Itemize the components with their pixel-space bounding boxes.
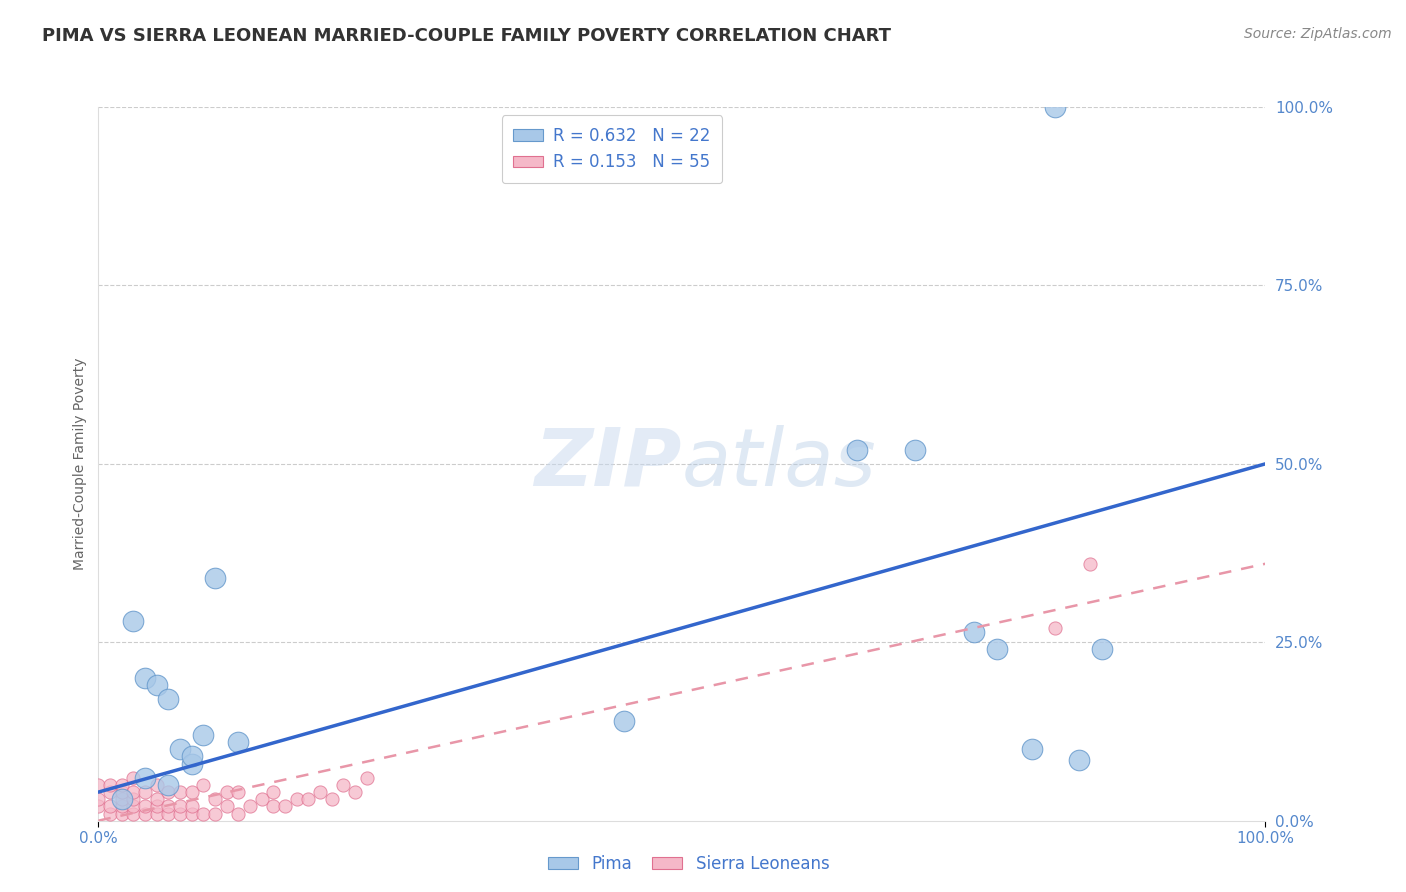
Point	[239, 799, 262, 814]
Point	[146, 799, 169, 814]
Point	[193, 728, 215, 742]
Point	[111, 778, 134, 792]
Point	[344, 785, 367, 799]
Point	[262, 785, 284, 799]
Point	[204, 792, 226, 806]
Point	[157, 799, 180, 814]
Point	[193, 778, 215, 792]
Point	[1021, 742, 1043, 756]
Point	[169, 806, 191, 821]
Point	[1045, 100, 1067, 114]
Point	[180, 799, 202, 814]
Point	[215, 799, 238, 814]
Point	[262, 799, 284, 814]
Point	[87, 778, 110, 792]
Point	[180, 749, 202, 764]
Text: atlas: atlas	[682, 425, 877, 503]
Point	[146, 778, 169, 792]
Point	[157, 806, 180, 821]
Point	[122, 771, 145, 785]
Point	[146, 806, 169, 821]
Point	[122, 792, 145, 806]
Point	[111, 799, 134, 814]
Point	[297, 792, 319, 806]
Point	[146, 678, 169, 692]
Point	[285, 792, 308, 806]
Point	[98, 785, 121, 799]
Point	[250, 792, 273, 806]
Point	[111, 792, 134, 806]
Point	[169, 785, 191, 799]
Point	[309, 785, 332, 799]
Text: PIMA VS SIERRA LEONEAN MARRIED-COUPLE FAMILY POVERTY CORRELATION CHART: PIMA VS SIERRA LEONEAN MARRIED-COUPLE FA…	[42, 27, 891, 45]
Point	[98, 806, 121, 821]
Point	[274, 799, 297, 814]
Point	[134, 671, 156, 685]
Point	[157, 785, 180, 799]
Point	[169, 799, 191, 814]
Point	[321, 792, 343, 806]
Point	[193, 806, 215, 821]
Point	[228, 735, 250, 749]
Point	[122, 785, 145, 799]
Text: Source: ZipAtlas.com: Source: ZipAtlas.com	[1244, 27, 1392, 41]
Point	[356, 771, 378, 785]
Legend: Pima, Sierra Leoneans: Pima, Sierra Leoneans	[541, 848, 837, 880]
Point	[228, 806, 250, 821]
Point	[1091, 642, 1114, 657]
Point	[111, 792, 134, 806]
Point	[134, 806, 156, 821]
Point	[157, 778, 180, 792]
Point	[98, 778, 121, 792]
Point	[332, 778, 354, 792]
Point	[204, 806, 226, 821]
Point	[1080, 557, 1102, 571]
Point	[180, 756, 202, 771]
Point	[962, 624, 984, 639]
Point	[845, 442, 868, 457]
Point	[111, 806, 134, 821]
Point	[122, 806, 145, 821]
Point	[134, 799, 156, 814]
Point	[134, 771, 156, 785]
Point	[87, 792, 110, 806]
Point	[228, 785, 250, 799]
Point	[169, 742, 191, 756]
Point	[180, 806, 202, 821]
Point	[122, 799, 145, 814]
Point	[986, 642, 1008, 657]
Legend: R = 0.632   N = 22, R = 0.153   N = 55: R = 0.632 N = 22, R = 0.153 N = 55	[502, 115, 723, 183]
Point	[180, 785, 202, 799]
Point	[204, 571, 226, 585]
Point	[98, 799, 121, 814]
Point	[1045, 621, 1067, 635]
Point	[157, 692, 180, 706]
Point	[904, 442, 927, 457]
Y-axis label: Married-Couple Family Poverty: Married-Couple Family Poverty	[73, 358, 87, 570]
Point	[1067, 753, 1090, 767]
Point	[146, 792, 169, 806]
Text: ZIP: ZIP	[534, 425, 682, 503]
Point	[215, 785, 238, 799]
Point	[134, 785, 156, 799]
Point	[122, 614, 145, 628]
Point	[87, 799, 110, 814]
Point	[111, 785, 134, 799]
Point	[612, 714, 634, 728]
